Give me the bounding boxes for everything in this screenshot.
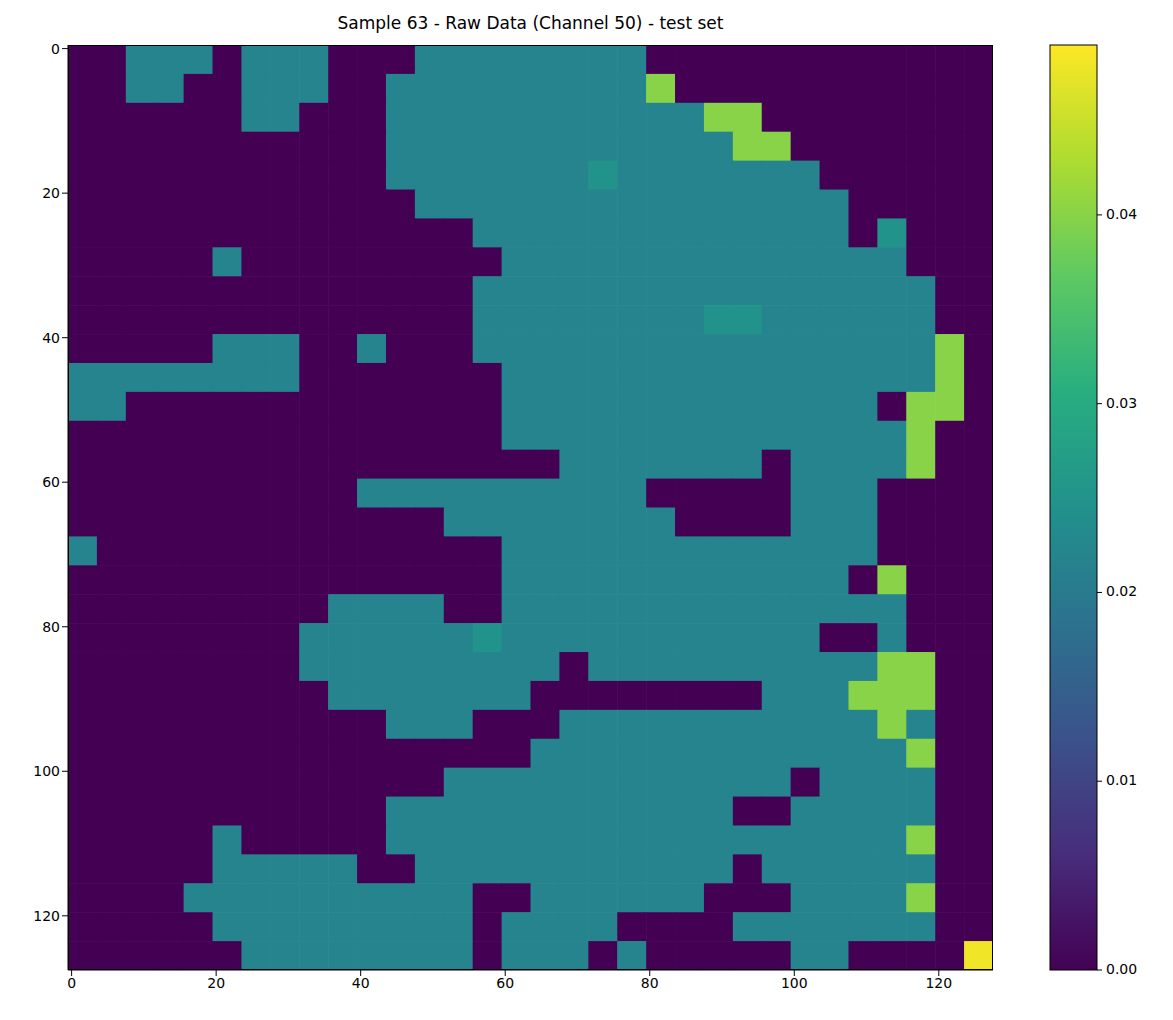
svg-text:40: 40	[42, 330, 60, 346]
svg-text:60: 60	[42, 474, 60, 490]
svg-text:40: 40	[352, 975, 370, 991]
svg-text:80: 80	[641, 975, 659, 991]
html-text:Sample 63 - Raw Data (Channel: Sample 63 - Raw Data (Channel 50) - test…	[337, 13, 724, 33]
svg-text:60: 60	[496, 975, 514, 991]
svg-text:0.04: 0.04	[1106, 206, 1137, 222]
svg-text:0: 0	[51, 41, 60, 57]
svg-text:0.00: 0.00	[1106, 961, 1137, 977]
svg-text:0.02: 0.02	[1106, 583, 1137, 599]
svg-text:0.03: 0.03	[1106, 395, 1137, 411]
svg-text:120: 120	[925, 975, 952, 991]
svg-text:100: 100	[33, 763, 60, 779]
svg-text:80: 80	[42, 619, 60, 635]
svg-text:20: 20	[207, 975, 225, 991]
svg-text:20: 20	[42, 185, 60, 201]
svg-text:0: 0	[67, 975, 76, 991]
svg-text:0.01: 0.01	[1106, 772, 1137, 788]
svg-text:100: 100	[781, 975, 808, 991]
svg-text:120: 120	[33, 908, 60, 924]
